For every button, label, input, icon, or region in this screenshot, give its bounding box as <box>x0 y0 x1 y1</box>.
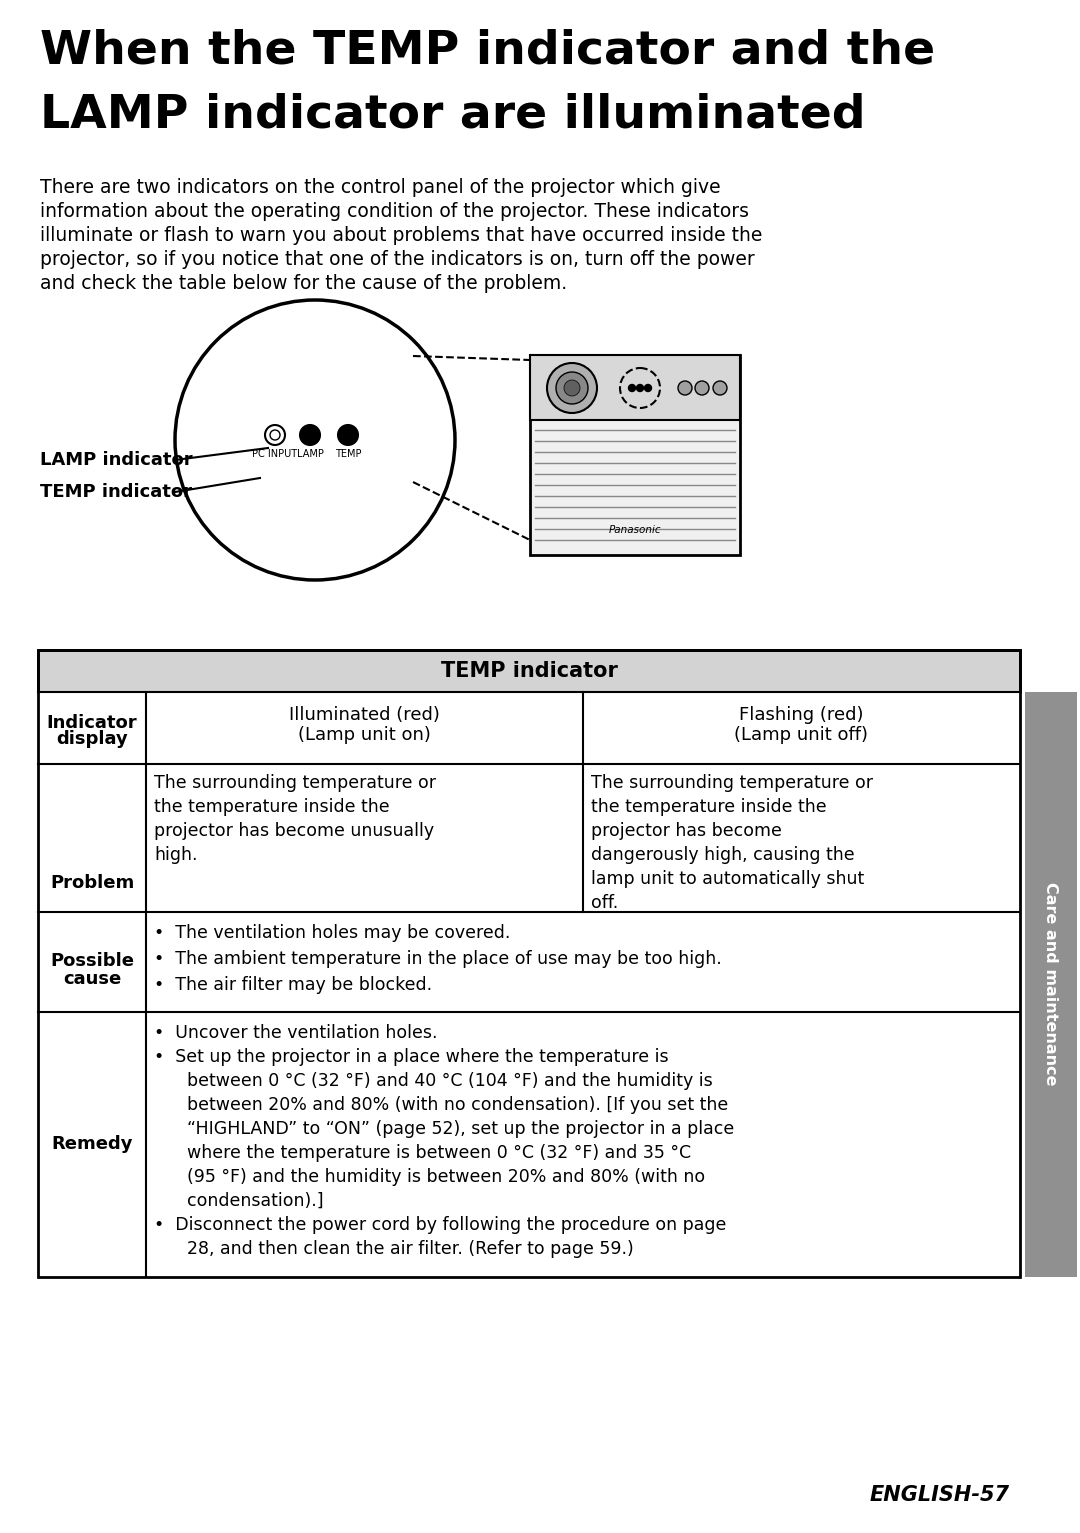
Text: projector, so if you notice that one of the indicators is on, turn off the power: projector, so if you notice that one of … <box>40 250 755 268</box>
Circle shape <box>645 385 651 391</box>
Bar <box>38 691 1020 763</box>
Text: •  The air filter may be blocked.: • The air filter may be blocked. <box>154 977 432 993</box>
Text: (95 °F) and the humidity is between 20% and 80% (with no: (95 °F) and the humidity is between 20% … <box>154 1168 705 1187</box>
Text: •  The ambient temperature in the place of use may be too high.: • The ambient temperature in the place o… <box>154 950 721 967</box>
Text: between 20% and 80% (with no condensation). [If you set the: between 20% and 80% (with no condensatio… <box>154 1096 728 1114</box>
Circle shape <box>546 363 597 412</box>
Circle shape <box>556 373 588 405</box>
Text: where the temperature is between 0 °C (32 °F) and 35 °C: where the temperature is between 0 °C (3… <box>154 1144 691 1162</box>
Text: dangerously high, causing the: dangerously high, causing the <box>591 846 854 865</box>
Circle shape <box>713 382 727 396</box>
Text: information about the operating condition of the projector. These indicators: information about the operating conditio… <box>40 202 750 221</box>
Text: cause: cause <box>63 970 121 987</box>
Text: lamp unit to automatically shut: lamp unit to automatically shut <box>591 871 864 888</box>
Bar <box>38 1012 1020 1277</box>
Text: “HIGHLAND” to “ON” (page 52), set up the projector in a place: “HIGHLAND” to “ON” (page 52), set up the… <box>154 1121 734 1137</box>
Text: •  Set up the projector in a place where the temperature is: • Set up the projector in a place where … <box>154 1049 669 1065</box>
Text: There are two indicators on the control panel of the projector which give: There are two indicators on the control … <box>40 178 720 198</box>
Text: Illuminated (red): Illuminated (red) <box>288 707 440 724</box>
Text: the temperature inside the: the temperature inside the <box>154 799 390 816</box>
Circle shape <box>696 382 708 396</box>
Bar <box>38 912 1020 1012</box>
Text: Indicator: Indicator <box>46 714 137 731</box>
Text: Problem: Problem <box>50 874 134 892</box>
Text: TEMP indicator: TEMP indicator <box>40 483 192 501</box>
Text: •  The ventilation holes may be covered.: • The ventilation holes may be covered. <box>154 924 511 941</box>
Text: Possible: Possible <box>50 952 134 970</box>
Circle shape <box>678 382 692 396</box>
Circle shape <box>300 425 320 445</box>
Text: 28, and then clean the air filter. (Refer to page 59.): 28, and then clean the air filter. (Refe… <box>154 1240 634 1259</box>
Text: The surrounding temperature or: The surrounding temperature or <box>154 774 436 793</box>
Bar <box>530 356 740 420</box>
Text: (Lamp unit on): (Lamp unit on) <box>298 727 431 744</box>
Text: LAMP: LAMP <box>297 449 323 458</box>
Text: display: display <box>56 730 127 748</box>
Text: TEMP indicator: TEMP indicator <box>441 661 618 681</box>
Circle shape <box>338 425 357 445</box>
Text: illuminate or flash to warn you about problems that have occurred inside the: illuminate or flash to warn you about pr… <box>40 225 762 245</box>
Circle shape <box>629 385 635 391</box>
Text: •  Uncover the ventilation holes.: • Uncover the ventilation holes. <box>154 1024 437 1042</box>
Bar <box>38 650 1020 691</box>
Text: the temperature inside the: the temperature inside the <box>591 799 826 816</box>
Bar <box>38 763 1020 912</box>
Text: LAMP indicator: LAMP indicator <box>40 451 192 469</box>
Text: projector has become unusually: projector has become unusually <box>154 822 434 840</box>
Bar <box>1025 691 1077 1277</box>
Text: Flashing (red): Flashing (red) <box>739 707 863 724</box>
Text: projector has become: projector has become <box>591 822 782 840</box>
Text: Care and maintenance: Care and maintenance <box>1043 883 1058 1085</box>
Text: between 0 °C (32 °F) and 40 °C (104 °F) and the humidity is: between 0 °C (32 °F) and 40 °C (104 °F) … <box>154 1072 713 1090</box>
Circle shape <box>636 385 644 391</box>
Text: (Lamp unit off): (Lamp unit off) <box>734 727 868 744</box>
Bar <box>530 356 740 555</box>
Text: LAMP indicator are illuminated: LAMP indicator are illuminated <box>40 92 866 136</box>
Text: Remedy: Remedy <box>51 1134 133 1153</box>
Text: Panasonic: Panasonic <box>609 524 661 535</box>
Text: condensation).]: condensation).] <box>154 1193 324 1210</box>
Text: •  Disconnect the power cord by following the procedure on page: • Disconnect the power cord by following… <box>154 1216 727 1234</box>
Text: When the TEMP indicator and the: When the TEMP indicator and the <box>40 28 935 74</box>
Text: high.: high. <box>154 846 198 865</box>
Text: and check the table below for the cause of the problem.: and check the table below for the cause … <box>40 274 567 293</box>
Text: ENGLISH-57: ENGLISH-57 <box>870 1485 1010 1505</box>
Text: The surrounding temperature or: The surrounding temperature or <box>591 774 873 793</box>
Circle shape <box>564 380 580 396</box>
Text: off.: off. <box>591 894 618 912</box>
Text: PC INPUT: PC INPUT <box>253 449 298 458</box>
Bar <box>38 650 1020 1277</box>
Text: TEMP: TEMP <box>335 449 361 458</box>
